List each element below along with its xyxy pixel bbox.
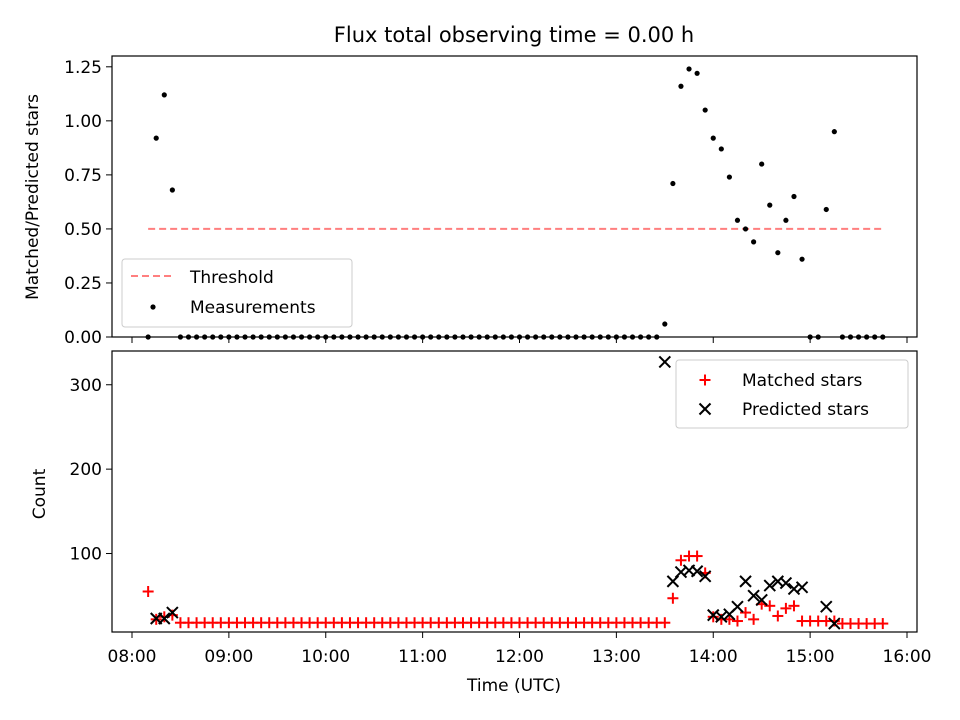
matched-star-point bbox=[675, 554, 687, 566]
bottom-y-tick-label: 300 bbox=[70, 376, 102, 396]
predicted-star-point bbox=[795, 581, 809, 594]
measurement-point bbox=[767, 202, 773, 208]
matched-star-point bbox=[877, 618, 889, 630]
measurement-point bbox=[783, 217, 789, 223]
predicted-star-point bbox=[658, 355, 672, 369]
bottom-plot-frame bbox=[111, 350, 918, 633]
measurement-point bbox=[686, 66, 692, 72]
x-tick-label: 15:00 bbox=[786, 647, 835, 667]
matched-star-point bbox=[659, 617, 671, 629]
bottom-y-axis-label: Count bbox=[30, 468, 50, 519]
measurement-point bbox=[718, 146, 724, 152]
predicted-star-point bbox=[747, 589, 760, 602]
x-tick-label: 12:00 bbox=[495, 647, 544, 667]
measurement-point bbox=[702, 107, 708, 113]
bottom-legend: Matched stars Predicted stars bbox=[675, 359, 909, 429]
top-y-tick-label: 0.75 bbox=[64, 166, 102, 186]
measurement-point bbox=[670, 180, 676, 187]
predicted-star-point bbox=[755, 593, 768, 607]
matched-star-point bbox=[780, 602, 792, 614]
top-y-axis-label: Matched/Predicted stars bbox=[23, 94, 43, 300]
matched-star-point bbox=[667, 592, 679, 604]
legend-threshold-label: Threshold bbox=[189, 268, 274, 288]
measurement-point bbox=[823, 206, 829, 213]
legend-measurements-swatch bbox=[150, 304, 156, 310]
matched-star-point bbox=[748, 613, 760, 625]
measurement-point bbox=[678, 83, 684, 89]
measurement-point bbox=[710, 135, 716, 141]
bottom-panel: 100 200 300 08:00 09:00 10:00 11:00 12:00 13:00 1… bbox=[30, 350, 932, 696]
measurement-point bbox=[799, 256, 805, 262]
bottom-y-tick-label: 200 bbox=[70, 460, 102, 480]
top-legend: Threshold Measurements bbox=[121, 258, 353, 328]
legend-matched-swatch bbox=[699, 374, 711, 386]
measurement-point bbox=[662, 321, 668, 327]
x-tick-label: 14:00 bbox=[689, 647, 738, 667]
predicted-star-point bbox=[158, 612, 171, 625]
measurement-point bbox=[694, 70, 700, 76]
x-tick-label: 09:00 bbox=[204, 647, 253, 667]
x-tick-label: 11:00 bbox=[398, 647, 447, 667]
top-y-tick-label: 0.25 bbox=[64, 274, 102, 294]
top-y-tick-label: 1.00 bbox=[64, 112, 102, 132]
measurement-point bbox=[791, 193, 797, 200]
measurements-layer bbox=[145, 66, 886, 340]
chart-title: Flux total observing time = 0.00 h bbox=[334, 23, 694, 47]
predicted-star-point bbox=[763, 579, 776, 592]
measurement-point bbox=[742, 226, 749, 232]
measurement-point bbox=[759, 161, 765, 167]
x-axis-label: Time (UTC) bbox=[466, 676, 561, 696]
measurement-point bbox=[161, 92, 167, 98]
x-tick-label: 13:00 bbox=[592, 647, 641, 667]
measurement-point bbox=[169, 187, 175, 193]
top-tick-layer: 0.00 0.25 0.50 0.75 1.00 1.25 bbox=[64, 58, 908, 348]
matched-star-point bbox=[740, 607, 752, 619]
matched-star-point bbox=[707, 611, 719, 623]
predicted-stars-layer bbox=[150, 355, 841, 630]
predicted-star-point bbox=[828, 617, 841, 630]
bottom-legend-box bbox=[675, 359, 909, 429]
matched-star-point bbox=[731, 615, 743, 627]
predicted-star-point bbox=[166, 606, 179, 619]
measurement-point bbox=[726, 174, 732, 180]
matched-star-point bbox=[772, 610, 784, 622]
predicted-star-point bbox=[690, 565, 704, 578]
measurement-point bbox=[831, 129, 837, 135]
x-tick-label: 08:00 bbox=[108, 647, 157, 667]
bottom-tick-layer: 100 200 300 08:00 09:00 10:00 11:00 12:00 13:00 1… bbox=[70, 376, 932, 667]
top-y-tick-label: 0.00 bbox=[64, 328, 102, 348]
predicted-star-point bbox=[820, 600, 833, 613]
predicted-star-point bbox=[698, 570, 712, 583]
legend-matched-marker bbox=[699, 374, 711, 386]
legend-measurements-label: Measurements bbox=[190, 298, 316, 318]
matched-star-point bbox=[788, 600, 800, 612]
top-panel: 0.00 0.25 0.50 0.75 1.00 1.25 Matched/Predict… bbox=[23, 55, 918, 348]
legend-predicted-label: Predicted stars bbox=[742, 400, 869, 420]
matched-star-point bbox=[764, 600, 776, 612]
matched-star-point bbox=[691, 550, 703, 562]
top-y-tick-label: 1.25 bbox=[64, 58, 102, 78]
x-tick-label: 16:00 bbox=[883, 647, 932, 667]
legend-matched-label: Matched stars bbox=[742, 371, 862, 391]
top-plot-frame bbox=[111, 55, 918, 338]
legend-predicted-swatch bbox=[698, 402, 712, 416]
predicted-star-point bbox=[779, 576, 793, 590]
measurement-point bbox=[734, 217, 741, 223]
legend-predicted-marker bbox=[698, 402, 712, 416]
predicted-star-point bbox=[731, 600, 744, 613]
measurement-point bbox=[775, 250, 781, 256]
x-tick-label: 10:00 bbox=[301, 647, 350, 667]
predicted-star-point bbox=[715, 610, 728, 624]
measurement-point bbox=[751, 239, 757, 245]
top-y-tick-label: 0.50 bbox=[64, 220, 102, 240]
top-legend-box bbox=[121, 258, 353, 328]
bottom-y-tick-label: 100 bbox=[70, 545, 102, 565]
matched-star-point bbox=[142, 585, 154, 597]
measurement-point bbox=[153, 135, 159, 141]
predicted-star-point bbox=[739, 575, 752, 588]
